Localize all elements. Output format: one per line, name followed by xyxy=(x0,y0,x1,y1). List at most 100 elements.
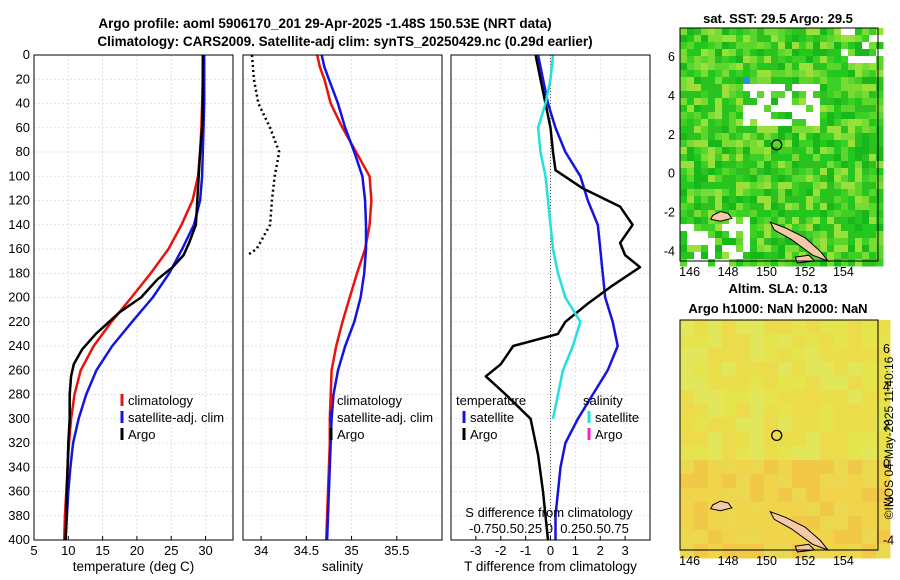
map-cell xyxy=(855,196,863,204)
map-cell xyxy=(729,119,737,127)
argo-position-marker xyxy=(771,139,783,151)
map-cell xyxy=(743,154,751,162)
map-cell xyxy=(869,210,877,218)
map-cell xyxy=(806,432,821,447)
map-cell xyxy=(771,126,779,134)
map-cell xyxy=(778,320,793,335)
map-cell xyxy=(876,348,891,363)
map-cell xyxy=(729,126,737,134)
map-cell xyxy=(771,105,779,113)
map-cell xyxy=(848,189,856,197)
y-tick-label: 260 xyxy=(8,362,30,377)
map-cell xyxy=(743,105,751,113)
x-axis-label: salinity xyxy=(322,559,364,574)
map-cell xyxy=(799,35,807,43)
map-cell xyxy=(764,140,772,148)
legend-label-satellite: satellite-adj. clim xyxy=(337,410,433,425)
map-cell xyxy=(834,196,842,204)
map-cell xyxy=(694,320,709,335)
map-cell xyxy=(743,217,751,225)
map-cell xyxy=(855,84,863,92)
map-cell xyxy=(687,210,695,218)
map-cell xyxy=(680,404,695,419)
map-x-tick-label: 154 xyxy=(833,554,854,568)
map-y-tick-label: -2 xyxy=(664,205,675,219)
map-cell xyxy=(876,98,884,106)
map-cell xyxy=(764,126,772,134)
map-cell xyxy=(813,189,821,197)
map-cell xyxy=(694,147,702,155)
map-cell xyxy=(708,28,716,36)
map-cell xyxy=(834,49,842,57)
map-cell xyxy=(687,105,695,113)
map-cell xyxy=(687,231,695,239)
map-cell xyxy=(757,161,765,169)
map-cell xyxy=(834,56,842,64)
map-cell xyxy=(708,238,716,246)
map-cell xyxy=(680,91,688,99)
map-cell xyxy=(862,432,877,447)
map-cell xyxy=(834,175,842,183)
map-y-tick-label: 0 xyxy=(668,167,675,181)
map-cell xyxy=(687,259,695,267)
map-x-tick-label: 148 xyxy=(718,265,739,279)
argo-position-marker xyxy=(771,429,783,442)
map-cell xyxy=(813,133,821,141)
map-cell xyxy=(799,217,807,225)
map-cell xyxy=(708,175,716,183)
map-cell xyxy=(694,376,709,391)
map-cell xyxy=(855,168,863,176)
map-cell xyxy=(687,161,695,169)
map-cell xyxy=(869,49,877,57)
map-cell xyxy=(806,348,821,363)
map-cell xyxy=(743,182,751,190)
map-cell xyxy=(750,140,758,148)
map-cell xyxy=(680,35,688,43)
map-cell xyxy=(743,77,751,85)
map-cell xyxy=(848,502,863,517)
map-cell xyxy=(715,77,723,85)
map-cell xyxy=(680,320,695,335)
map-cell xyxy=(848,530,863,545)
map-cell xyxy=(827,70,835,78)
map-cell xyxy=(708,362,723,377)
map-cell xyxy=(708,133,716,141)
map-cell xyxy=(778,175,786,183)
legend-label-satellite: satellite-adj. clim xyxy=(128,410,224,425)
y-tick-label: 160 xyxy=(8,241,30,256)
map-cell xyxy=(876,147,884,155)
map-cell xyxy=(694,432,709,447)
map-cell xyxy=(876,105,884,113)
figure-title-line2: Climatology: CARS2009. Satellite-adj cli… xyxy=(97,34,592,49)
map-cell xyxy=(855,35,863,43)
map-cell xyxy=(862,488,877,503)
map-cell xyxy=(799,203,807,211)
map-cell xyxy=(827,196,835,204)
map-cell xyxy=(806,320,821,335)
map-cell xyxy=(701,56,709,64)
map-cell xyxy=(862,175,870,183)
x-tick-label: 0 xyxy=(547,543,554,558)
map-cell xyxy=(729,49,737,57)
map-cell xyxy=(862,390,877,405)
map-cell xyxy=(764,224,772,232)
map-cell xyxy=(743,119,751,127)
map-cell xyxy=(834,390,849,405)
map-cell xyxy=(848,98,856,106)
map-cell xyxy=(862,474,877,489)
map-cell xyxy=(708,140,716,148)
map-cell xyxy=(827,49,835,57)
map-cell xyxy=(813,217,821,225)
map-cell xyxy=(792,168,800,176)
map-cell xyxy=(764,189,772,197)
map-cell xyxy=(722,530,737,545)
map-cell xyxy=(876,49,884,57)
map-cell xyxy=(750,84,758,92)
map-cell xyxy=(722,133,730,141)
map-cell xyxy=(806,259,814,267)
map-cell xyxy=(694,259,702,267)
map-cell xyxy=(862,404,877,419)
map-cell xyxy=(792,217,800,225)
map-cell xyxy=(792,390,807,405)
map-cell xyxy=(764,320,779,335)
